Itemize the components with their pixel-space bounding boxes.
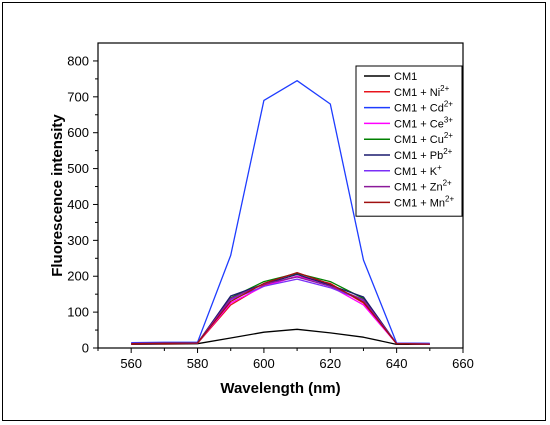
- legend-entry-charge: 2+: [444, 131, 453, 140]
- y-tick-label: 200: [67, 269, 89, 284]
- y-tick-label: 600: [67, 125, 89, 140]
- legend-entry-label: CM1 + Cu: [394, 134, 444, 146]
- legend-entry: CM1 + Mn2+: [394, 194, 454, 209]
- legend-entry: CM1 + Zn2+: [394, 179, 452, 194]
- series-line-7: [131, 276, 430, 345]
- legend-entry-label: CM1 + Pb: [394, 150, 443, 162]
- legend-entry: CM1 + Pb2+: [394, 147, 453, 162]
- series-line-8: [131, 271, 430, 345]
- plot-area-border: [97, 42, 464, 349]
- x-tick-label: 620: [319, 356, 341, 371]
- legend-entry-label: CM1 + Cd: [394, 103, 444, 115]
- figure-frame: [2, 2, 546, 421]
- y-tick-label: 400: [67, 197, 89, 212]
- legend-entry-charge: 2+: [444, 100, 453, 109]
- legend-entry-charge: 2+: [440, 84, 449, 93]
- legend-entry: CM1 + Cd2+: [394, 100, 453, 115]
- series-line-5: [131, 273, 430, 345]
- y-axis-ticks: 0 100 200 300 400 500 600 700 800: [67, 53, 98, 356]
- y-tick-label: 500: [67, 161, 89, 176]
- y-tick-label: 800: [67, 53, 89, 68]
- x-tick-label: 560: [120, 356, 142, 371]
- legend-entry-label: CM1 + Ce: [394, 118, 444, 130]
- legend-entry-label: CM1 + K: [394, 166, 438, 178]
- x-axis-ticks: 560 580 600 620 640 660: [97, 348, 474, 371]
- legend-entry-label: CM1: [394, 71, 417, 83]
- legend-entry: CM1 + Ni2+: [394, 84, 450, 99]
- legend-entry-charge: 3+: [444, 115, 453, 124]
- y-tick-label: 700: [67, 89, 89, 104]
- x-axis-title: Wavelength (nm): [220, 380, 340, 397]
- plot-lines: [131, 80, 430, 346]
- legend-entry: CM1: [394, 71, 417, 83]
- y-tick-label: 0: [82, 341, 89, 356]
- y-axis-title: Fluorescence intensity: [49, 114, 66, 277]
- y-tick-label: 100: [67, 305, 89, 320]
- series-line-6: [131, 278, 430, 345]
- legend-entry-label: CM1 + Ni: [394, 87, 440, 99]
- legend-entry-charge: 2+: [443, 147, 452, 156]
- series-line-2: [131, 80, 430, 344]
- legend-entry-charge: 2+: [443, 179, 452, 188]
- legend-entry-label: CM1 + Zn: [394, 182, 443, 194]
- series-line-4: [131, 272, 430, 345]
- series-line-3: [131, 275, 430, 345]
- x-tick-label: 580: [187, 356, 209, 371]
- legend-entry-label: CM1 + Mn: [394, 197, 445, 209]
- legend-box: [355, 65, 463, 217]
- legend-entry: CM1 + Cu2+: [394, 131, 453, 146]
- legend-entry: CM1 + K+: [394, 163, 442, 178]
- legend-entry-charge: +: [437, 163, 442, 172]
- series-line-1: [131, 275, 430, 345]
- legend-entry-charge: 2+: [445, 194, 454, 203]
- x-tick-label: 600: [253, 356, 275, 371]
- x-tick-label: 640: [386, 356, 408, 371]
- x-tick-label: 660: [452, 356, 474, 371]
- legend-entry: CM1 + Ce3+: [394, 115, 453, 130]
- y-tick-label: 300: [67, 233, 89, 248]
